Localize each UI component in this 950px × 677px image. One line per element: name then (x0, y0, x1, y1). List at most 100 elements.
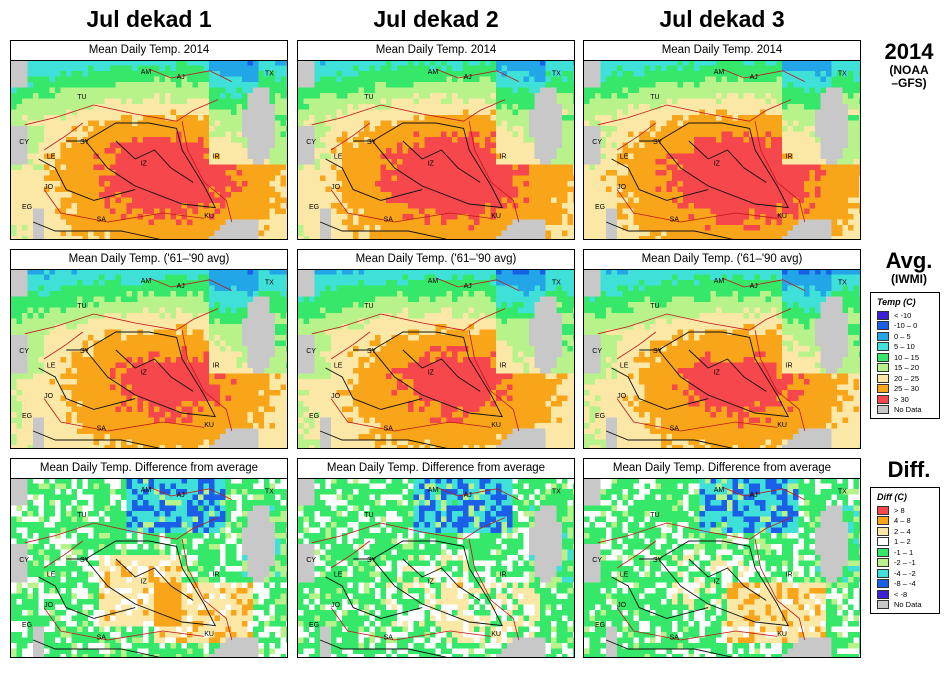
diff-legend-item: 2 – 4 (877, 526, 936, 537)
temp-legend-item: < -10 (877, 310, 936, 321)
map-panel-avg-dekad-3: Mean Daily Temp. ('61–'90 avg) AM AJ TX TU SY… (583, 249, 861, 449)
temp-legend-label: 20 – 25 (894, 373, 920, 383)
map-panel-y2014-dekad-2: Mean Daily Temp. 2014 AM AJ TX TU SY IR CY LE IZ J… (297, 40, 575, 240)
map-label-sy: SY (367, 139, 377, 146)
map-label-sy: SY (80, 557, 90, 564)
map-raster: AM AJ TX TU SY IR CY LE IZ JO EG SA KU (11, 478, 287, 657)
map-label-eg: EG (309, 204, 319, 211)
map-label-iz: IZ (141, 370, 148, 377)
map-label-aj: AJ (177, 283, 185, 290)
map-label-jo: JO (331, 393, 341, 400)
map-label-jo: JO (617, 602, 627, 609)
map-raster: AM AJ TX TU SY IR CY LE IZ JO EG SA KU (584, 269, 860, 448)
map-raster: AM AJ TX TU SY IR CY LE IZ JO EG SA KU (298, 269, 574, 448)
map-label-tu: TU (364, 512, 373, 519)
temp-legend-title: Temp (C) (877, 297, 916, 307)
map-label-eg: EG (22, 622, 32, 629)
temp-legend-label: 10 – 15 (894, 352, 920, 362)
diff-legend-item: -4 – -2 (877, 568, 936, 579)
map-label-ku: KU (204, 213, 214, 220)
diff-legend-item: -2 – -1 (877, 558, 936, 569)
map-label-sa: SA (670, 425, 680, 432)
map-label-tu: TU (364, 303, 373, 310)
map-label-ku: KU (491, 631, 501, 638)
map-label-sy: SY (653, 557, 663, 564)
map-label-le: LE (620, 571, 629, 578)
temp-legend-swatch (877, 373, 889, 383)
map-label-ir: IR (786, 571, 793, 578)
temp-legend-label: 25 – 30 (894, 384, 920, 394)
map-label-jo: JO (331, 602, 341, 609)
map-label-am: AM (141, 69, 152, 76)
map-label-tx: TX (265, 71, 274, 78)
map-label-cy: CY (306, 557, 316, 564)
temp-legend-swatch (877, 394, 889, 404)
map-label-am: AM (428, 278, 439, 285)
temp-legend-label: < -10 (894, 310, 912, 320)
map-label-aj: AJ (750, 492, 758, 499)
map-label-tx: TX (265, 280, 274, 287)
map-label-sa: SA (384, 216, 394, 223)
temp-legend-swatch (877, 384, 889, 394)
map-label-sy: SY (653, 348, 663, 355)
map-label-jo: JO (44, 393, 54, 400)
map-label-le: LE (334, 153, 343, 160)
temp-legend-swatch (877, 363, 889, 373)
map-label-ir: IR (213, 571, 220, 578)
temp-legend-item: 25 – 30 (877, 384, 936, 395)
diff-legend-label: No Data (894, 600, 922, 610)
map-label-aj: AJ (177, 74, 185, 81)
diff-legend-swatch (877, 589, 889, 599)
map-label-sy: SY (367, 557, 377, 564)
map-panel-y2014-dekad-3: Mean Daily Temp. 2014 AM AJ TX TU SY IR CY LE IZ J… (583, 40, 861, 240)
map-label-le: LE (334, 571, 343, 578)
panel-title: Mean Daily Temp. 2014 (584, 41, 860, 61)
map-label-aj: AJ (464, 74, 472, 81)
map-label-ir: IR (786, 153, 793, 160)
map-label-am: AM (714, 278, 725, 285)
map-label-sy: SY (80, 348, 90, 355)
map-label-am: AM (428, 487, 439, 494)
map-label-aj: AJ (464, 492, 472, 499)
map-label-am: AM (714, 69, 725, 76)
map-label-ku: KU (777, 422, 787, 429)
temp-legend-swatch (877, 342, 889, 352)
map-label-ku: KU (204, 631, 214, 638)
panel-title: Mean Daily Temp. 2014 (298, 41, 574, 61)
diff-legend-item: < -8 (877, 589, 936, 600)
map-label-eg: EG (309, 413, 319, 420)
map-label-eg: EG (22, 413, 32, 420)
map-label-eg: EG (595, 204, 605, 211)
panel-title: Mean Daily Temp. ('61–'90 avg) (584, 250, 860, 270)
map-label-ir: IR (786, 362, 793, 369)
map-label-le: LE (334, 362, 343, 369)
map-label-cy: CY (592, 348, 602, 355)
map-label-eg: EG (595, 413, 605, 420)
map-label-tu: TU (650, 94, 659, 101)
map-label-am: AM (141, 278, 152, 285)
temp-legend-item: 15 – 20 (877, 363, 936, 374)
temp-legend-item: 10 – 15 (877, 352, 936, 363)
panel-title: Mean Daily Temp. ('61–'90 avg) (298, 250, 574, 270)
diff-legend-label: -8 – -4 (894, 579, 916, 589)
temp-legend-item: > 30 (877, 394, 936, 405)
map-label-jo: JO (617, 184, 627, 191)
map-label-tx: TX (552, 280, 561, 287)
map-label-tu: TU (364, 94, 373, 101)
map-label-iz: IZ (141, 161, 148, 168)
temp-legend-item: 20 – 25 (877, 373, 936, 384)
column-header-dekad-2: Jul dekad 2 (373, 6, 499, 32)
map-label-iz: IZ (141, 579, 148, 586)
diff-legend-label: 4 – 8 (894, 516, 911, 526)
map-label-aj: AJ (750, 74, 758, 81)
temp-legend-swatch (877, 331, 889, 341)
map-raster: AM AJ TX TU SY IR CY LE IZ JO EG SA KU (11, 269, 287, 448)
panel-title: Mean Daily Temp. Difference from average (584, 459, 860, 479)
column-header-dekad-3: Jul dekad 3 (659, 6, 785, 32)
map-panel-avg-dekad-2: Mean Daily Temp. ('61–'90 avg) AM AJ TX TU SY… (297, 249, 575, 449)
diff-legend-title: Diff (C) (877, 492, 907, 502)
panel-title: Mean Daily Temp. Difference from average (11, 459, 287, 479)
map-label-sa: SA (97, 425, 107, 432)
map-raster: AM AJ TX TU SY IR CY LE IZ JO EG SA KU (584, 60, 860, 239)
